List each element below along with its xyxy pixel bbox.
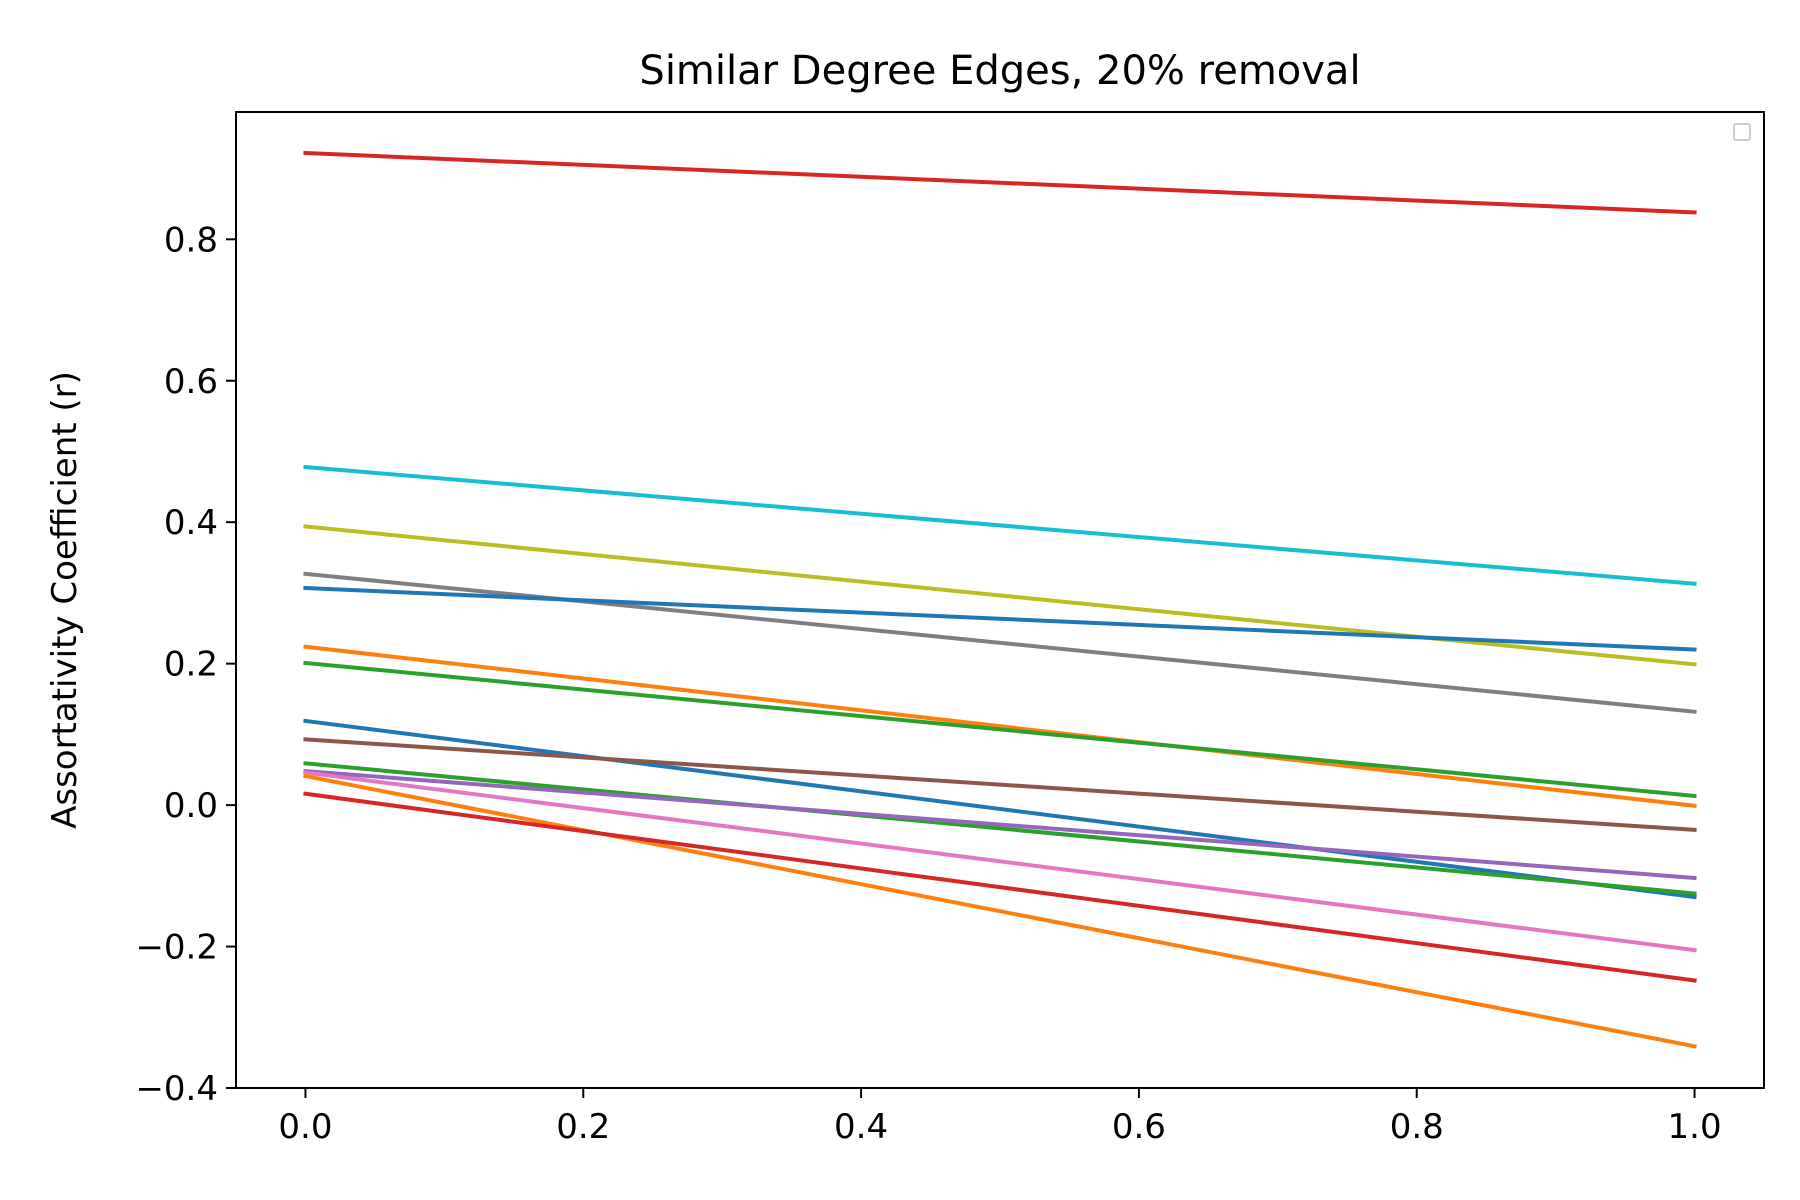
y-tick-label: 0.0 [164,786,218,826]
series-line-14 [303,791,1697,983]
y-tick-label: 0.2 [164,645,218,685]
series-line-10 [303,761,1697,896]
legend [1733,123,1751,141]
series-line-8 [303,718,1697,900]
series-line-9 [303,737,1697,832]
series-line-11 [303,769,1697,881]
series-line-1 [303,150,1697,215]
series-line-12 [303,770,1697,953]
chart-title: Similar Degree Edges, 20% removal [639,48,1360,94]
series-line-2 [303,464,1697,586]
series-line-6 [303,644,1697,809]
series-line-5 [303,585,1697,652]
x-axis: 0.0 0.2 0.4 0.6 0.8 1.0 [278,1088,1722,1147]
series-line-13 [303,773,1697,1049]
plot-frame [235,111,1765,1089]
y-tick-label: −0.4 [135,1069,218,1109]
x-tick-label: 0.0 [278,1107,332,1147]
y-axis-label: Assortativity Coefficient (r) [45,371,85,829]
series-layer [303,150,1697,1049]
y-tick-label: 0.8 [164,220,218,260]
y-tick-label: −0.2 [135,928,218,968]
y-tick-label: 0.4 [164,503,218,543]
y-tick-label: 0.6 [164,362,218,402]
y-axis: −0.4 −0.2 0.0 0.2 0.4 0.6 0.8 [135,220,236,1109]
x-tick-label: 0.8 [1390,1107,1444,1147]
series-line-7 [303,660,1697,799]
x-tick-label: 0.6 [1112,1107,1166,1147]
x-tick-label: 0.2 [556,1107,610,1147]
series-line-3 [303,524,1697,667]
x-tick-label: 0.4 [834,1107,888,1147]
x-tick-label: 1.0 [1668,1107,1722,1147]
